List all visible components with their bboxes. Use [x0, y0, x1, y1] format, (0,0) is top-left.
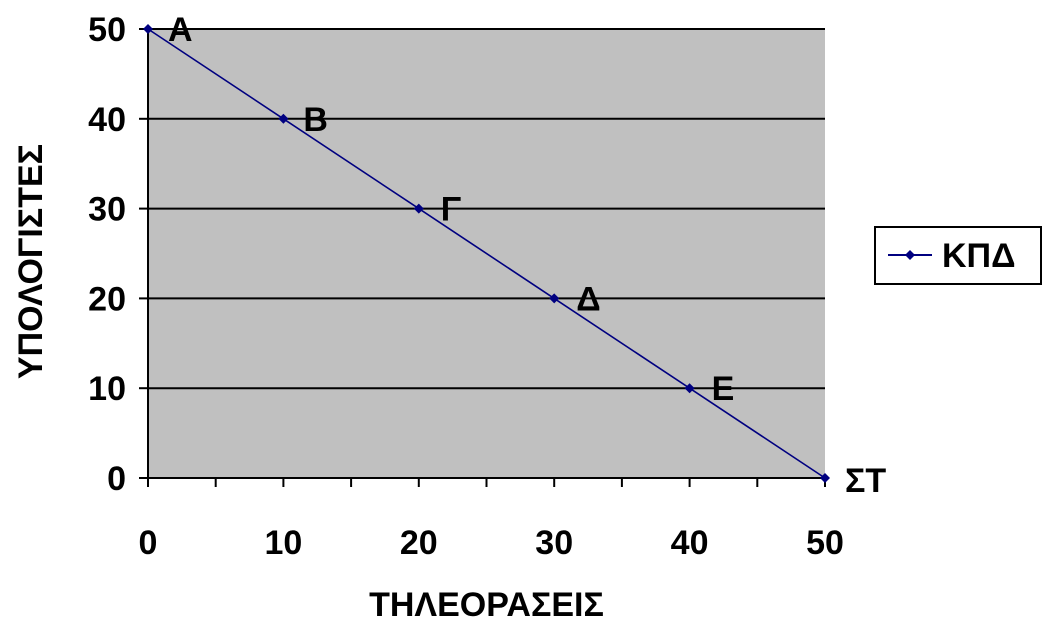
gridlines [148, 28, 825, 390]
legend-diamond-marker [905, 250, 915, 260]
point-label-ΣΤ: ΣΤ [845, 462, 886, 500]
y-tick-label-40: 40 [88, 101, 126, 139]
y-tick-labels: 0 10 20 30 40 50 [88, 11, 126, 498]
y-tick-label-10: 10 [88, 370, 126, 408]
data-point-Β [278, 113, 289, 124]
x-tick-label-40: 40 [671, 524, 709, 562]
legend-label: ΚΠΔ [942, 237, 1016, 275]
point-label-Δ: Δ [576, 280, 600, 318]
y-axis-title: ΥΠΟΛΟΓΙΣΤΕΣ [12, 144, 50, 379]
data-point-Α [143, 24, 153, 34]
data-point-Ε [684, 383, 695, 394]
y-tick-label-20: 20 [88, 280, 126, 318]
x-tick-label-30: 30 [535, 524, 573, 562]
x-tick-label-20: 20 [400, 524, 438, 562]
x-tick-labels: 0 10 20 30 40 50 [139, 524, 844, 562]
x-tick-label-0: 0 [139, 524, 158, 562]
series-line [147, 28, 826, 479]
point-label-Γ: Γ [441, 191, 461, 229]
axes [139, 28, 826, 487]
y-tick-label-0: 0 [107, 460, 126, 498]
x-tick-label-10: 10 [264, 524, 302, 562]
x-tick-label-50: 50 [806, 524, 844, 562]
x-axis-title: ΤΗΛΕΟΡΑΣΕΙΣ [369, 586, 604, 624]
series [143, 24, 830, 483]
point-label-Β: Β [303, 101, 328, 139]
data-point-ΣΤ [820, 473, 830, 483]
y-tick-label-30: 30 [88, 191, 126, 229]
y-tick-label-50: 50 [88, 11, 126, 49]
point-label-Ε: Ε [712, 370, 735, 408]
point-label-Α: Α [168, 11, 193, 49]
data-point-Γ [413, 203, 424, 214]
data-point-Δ [549, 293, 560, 304]
point-labels: Α Β Γ Δ Ε ΣΤ [168, 11, 886, 500]
legend: ΚΠΔ [874, 226, 1042, 285]
